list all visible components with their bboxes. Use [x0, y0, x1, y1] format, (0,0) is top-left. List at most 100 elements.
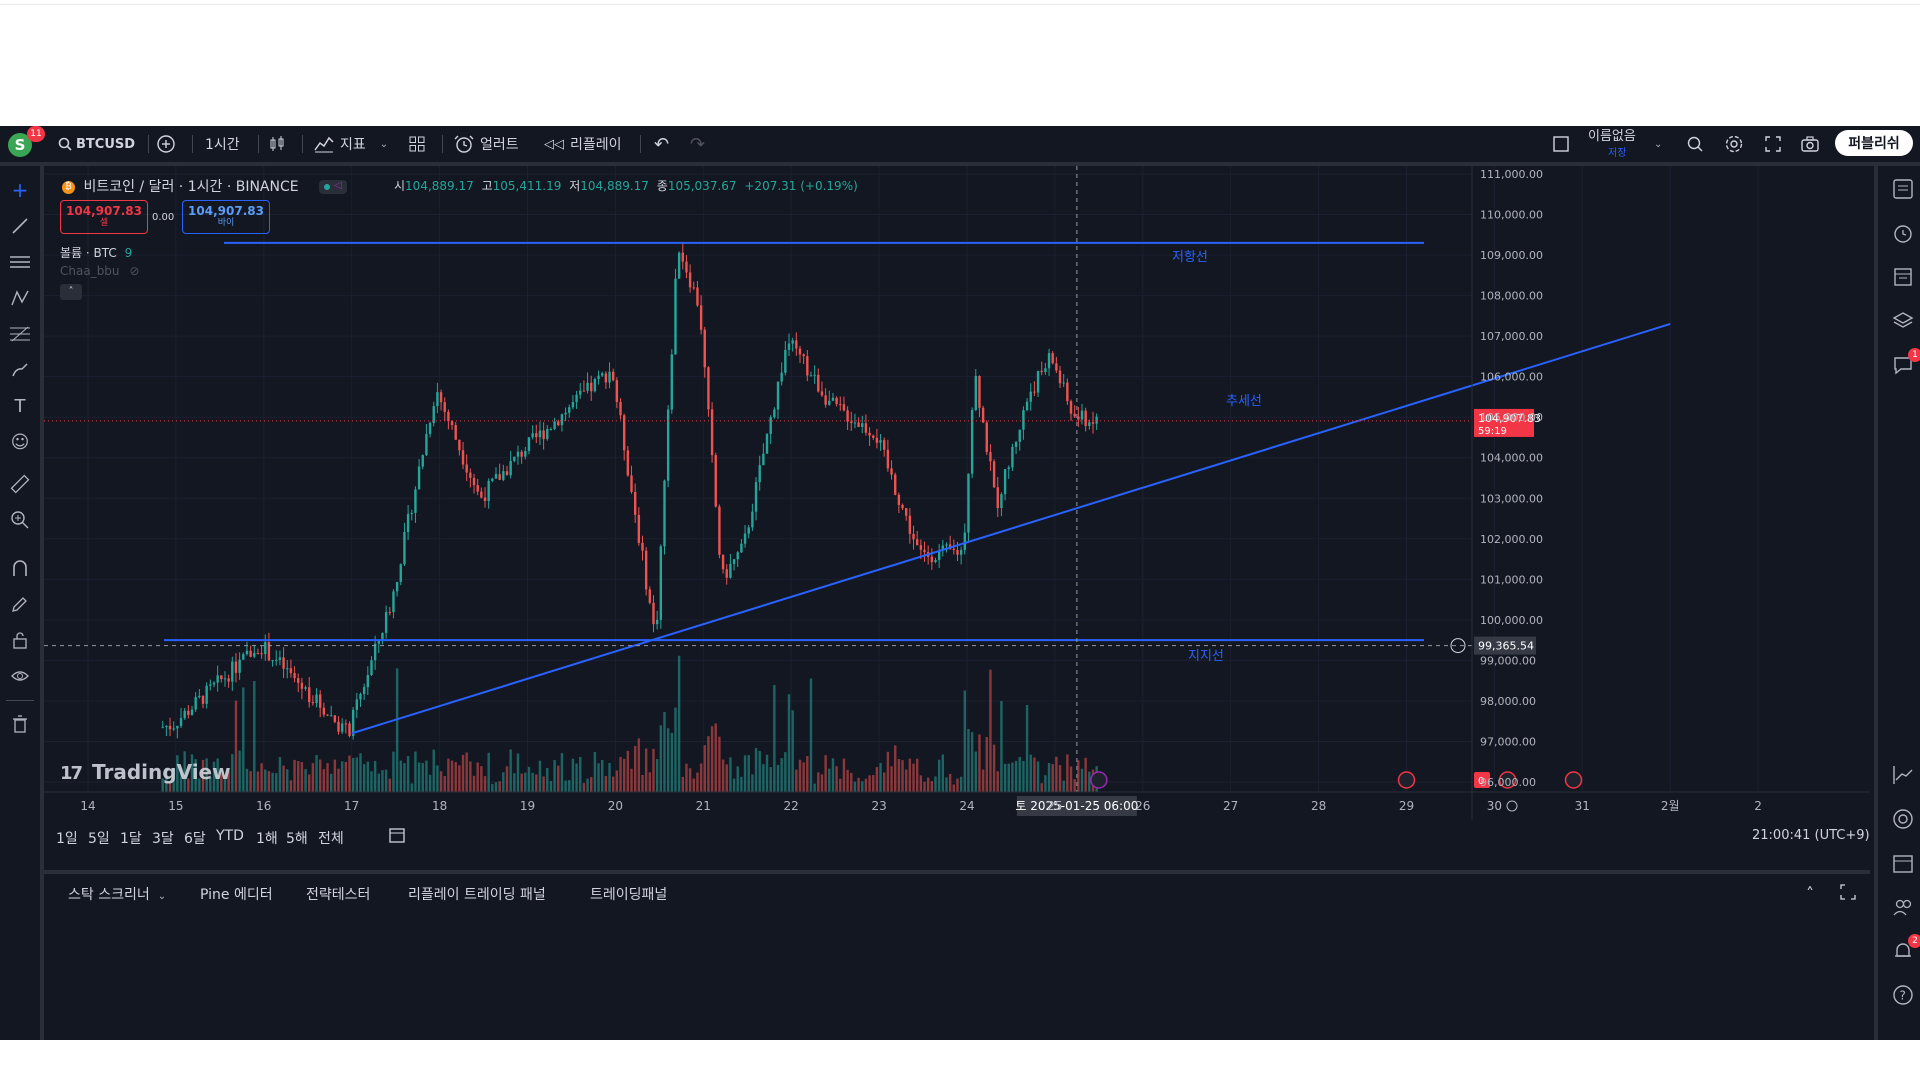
symbol-search-button[interactable]: BTCUSD	[58, 126, 135, 162]
volume-bar	[443, 775, 446, 792]
undo-icon[interactable]: ↶	[654, 133, 670, 155]
camera-icon[interactable]	[1800, 126, 1820, 162]
volume-bar	[355, 757, 359, 792]
calendar-icon[interactable]	[1890, 850, 1916, 876]
layers-icon[interactable]	[1890, 308, 1916, 334]
chevron-up-icon[interactable]: ˄	[1806, 884, 1814, 903]
volume-bar	[590, 777, 593, 792]
tab-pine-editor[interactable]: Pine 에디터	[200, 887, 273, 903]
volume-bar	[480, 766, 483, 792]
redo-icon[interactable]: ↷	[690, 133, 706, 155]
chevron-down-icon[interactable]: ⌄	[379, 138, 389, 150]
candle-body	[820, 391, 824, 396]
script-legend[interactable]: Chaa_bbu ⊘	[60, 264, 140, 278]
trash-icon[interactable]	[8, 712, 32, 736]
pencil-lock-icon[interactable]	[8, 592, 32, 616]
candle-body	[641, 542, 644, 551]
tab-stock-screener[interactable]: 스탁 스크리너 ⌄	[68, 887, 167, 903]
community-icon[interactable]	[1890, 894, 1916, 920]
horizontal-lines-icon[interactable]	[8, 250, 32, 274]
x-tick-label: 29	[1399, 799, 1414, 813]
replay-button[interactable]: ◁◁ 리플레이	[544, 126, 622, 162]
candle-body	[762, 453, 765, 466]
bottom-panel: 스탁 스크리너 ⌄ Pine 에디터 전략테스터 리플레이 트레이딩 패널 트레이…	[44, 870, 1870, 914]
range-button-5[interactable]: YTD	[216, 828, 244, 844]
volume-bar	[813, 783, 816, 792]
volume-bar	[432, 749, 435, 792]
range-button-8[interactable]: 전체	[318, 831, 344, 847]
maximize-panel-icon[interactable]	[1840, 884, 1856, 904]
tab-strategy-tester[interactable]: 전략테스터	[306, 887, 371, 903]
trend-line-icon[interactable]	[8, 214, 32, 238]
hidden-eye-icon[interactable]: ⊘	[129, 264, 140, 278]
chart-pane[interactable]: 저항선 추세선 지지선 104,907.83 59:19 99,365.54 토 2025…	[44, 166, 1870, 820]
candle-body	[461, 450, 465, 465]
magnet-icon[interactable]	[8, 556, 32, 580]
publish-button[interactable]: 퍼블리쉬	[1835, 130, 1913, 156]
candle-body	[725, 569, 728, 578]
volume-bar	[337, 768, 340, 792]
data-window-icon[interactable]	[1890, 264, 1916, 290]
symbol-legend[interactable]: ₿ 비트코인 / 달러 · 1시간 · BINANCE ◁	[62, 176, 348, 196]
clock-timezone[interactable]: 21:00:41 (UTC+9)	[1752, 828, 1870, 843]
range-button-6[interactable]: 1해	[256, 831, 278, 847]
alert-button[interactable]: 얼러트	[454, 126, 519, 162]
chevron-down-icon[interactable]: ⌄	[1654, 138, 1663, 150]
volume-bar	[168, 781, 172, 792]
sell-button[interactable]: 104,907.83 셀	[60, 200, 148, 234]
range-button-1[interactable]: 5일	[88, 831, 110, 847]
chart-type-button[interactable]	[268, 126, 286, 162]
x-tick-label: 19	[520, 799, 535, 813]
trend-tool-icon[interactable]	[1890, 762, 1916, 788]
volume-bar	[831, 758, 835, 792]
axis-settings-icon	[1506, 800, 1518, 812]
candle-body	[622, 415, 626, 451]
zoom-in-icon[interactable]	[8, 508, 32, 532]
fullscreen-icon[interactable]	[1764, 126, 1782, 162]
tab-trading-panel[interactable]: 트레이딩패널	[590, 887, 668, 903]
date-range-calendar-icon[interactable]	[388, 826, 406, 848]
volume-bar	[696, 772, 699, 792]
text-icon[interactable]: T	[14, 395, 26, 417]
buy-button[interactable]: 104,907.83 바이	[182, 200, 270, 234]
settings-icon[interactable]	[1724, 126, 1744, 162]
range-button-4[interactable]: 6달	[184, 831, 206, 847]
candle-body	[692, 287, 695, 289]
volume-bar	[659, 725, 663, 792]
notifications-icon[interactable]	[1890, 938, 1916, 964]
layouts-button[interactable]	[408, 126, 426, 162]
collapse-legend-button[interactable]: ˄	[60, 284, 82, 300]
watchlist-icon[interactable]	[1890, 176, 1916, 202]
target-icon[interactable]	[1890, 806, 1916, 832]
candle-body	[333, 715, 337, 722]
help-icon[interactable]: ?	[1890, 982, 1916, 1008]
volume-legend[interactable]: 볼륨 · BTC 9	[60, 246, 133, 260]
layout-name[interactable]: 이름없음	[1588, 129, 1636, 144]
alarm-icon[interactable]	[1890, 220, 1916, 246]
candle-body	[710, 409, 714, 456]
candle-body	[908, 515, 912, 534]
ruler-icon[interactable]	[8, 472, 32, 496]
indicators-button[interactable]: 지표 ⌄	[314, 126, 388, 162]
lock-icon[interactable]	[8, 628, 32, 652]
range-button-2[interactable]: 1달	[120, 831, 142, 847]
compare-add-button[interactable]	[156, 126, 176, 162]
quick-search-icon[interactable]	[1686, 126, 1704, 162]
emoji-icon[interactable]: ☺	[10, 431, 30, 453]
eye-icon[interactable]	[8, 664, 32, 688]
layout-save-button[interactable]	[1552, 126, 1570, 162]
range-button-7[interactable]: 5해	[286, 831, 308, 847]
crosshair-icon[interactable]: +	[11, 178, 29, 202]
candle-body	[601, 373, 604, 376]
candle-body	[992, 461, 996, 488]
pattern-icon[interactable]	[8, 286, 32, 310]
candle-body	[308, 687, 311, 703]
tab-replay-trading-panel[interactable]: 리플레이 트레이딩 패널	[408, 887, 546, 903]
range-button-3[interactable]: 3달	[152, 831, 174, 847]
brush-icon[interactable]	[8, 358, 32, 382]
interval-button[interactable]: 1시간	[205, 137, 240, 153]
fib-icon[interactable]	[8, 322, 32, 346]
svg-text:?: ?	[1900, 989, 1906, 1003]
range-button-0[interactable]: 1일	[56, 831, 78, 847]
